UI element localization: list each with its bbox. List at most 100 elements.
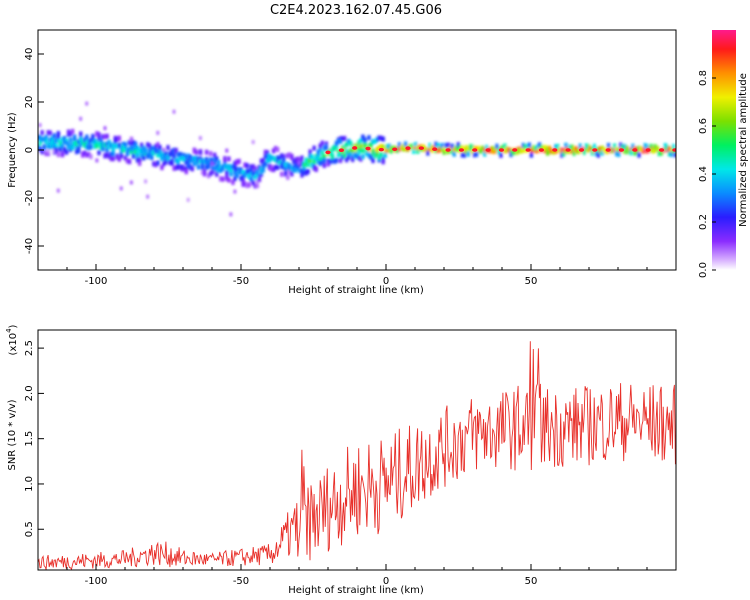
spectrogram-cell — [225, 170, 229, 176]
spectrogram-cell — [131, 153, 136, 159]
spectrogram-cell — [156, 142, 160, 148]
spectrogram-cell — [99, 141, 103, 147]
spectrogram-cell — [357, 140, 361, 146]
spectrogram-cell — [436, 142, 440, 148]
spectrogram-cell — [42, 145, 46, 151]
spectrogram-cell — [204, 157, 209, 163]
spectrogram-cell — [292, 165, 296, 171]
spectrogram-peak — [418, 146, 424, 150]
spectrogram-cell — [135, 153, 140, 159]
spectrogram-cell — [237, 169, 241, 175]
spectrogram-cell — [79, 116, 83, 121]
spectrogram-cell — [198, 136, 202, 141]
spectrogram-cell — [243, 170, 247, 176]
spectrogram-y-tick-label: -40 — [24, 238, 35, 254]
spectrogram-cell — [560, 152, 564, 158]
spectrogram-cell — [460, 145, 465, 151]
spectrogram-cell — [60, 137, 65, 143]
spectrogram-cell — [499, 152, 503, 158]
spectrogram-cell — [377, 145, 381, 151]
spectrogram-cell — [105, 152, 109, 158]
spectrogram-cell — [273, 146, 278, 152]
spectrogram-cell — [458, 144, 463, 150]
spectrogram-cell — [275, 147, 280, 153]
spectrogram-cell — [143, 147, 148, 153]
spectrogram-cell — [355, 143, 359, 149]
spectrogram-cell — [261, 158, 266, 164]
spectrogram-cell — [223, 161, 227, 167]
spectrogram-cell — [426, 150, 430, 156]
spectrogram-cell — [85, 101, 89, 106]
spectrogram-cell — [72, 137, 77, 143]
spectrogram-cell — [377, 135, 381, 141]
spectrogram-cell — [292, 159, 296, 165]
spectrogram-cell — [168, 151, 172, 157]
spectrogram-cell — [527, 142, 532, 148]
spectrogram-cell — [342, 135, 347, 141]
spectrogram-cell — [117, 135, 121, 141]
spectrogram-cell — [50, 135, 55, 141]
spectrogram-cell — [401, 146, 406, 152]
spectrogram-cell — [269, 165, 274, 171]
spectrogram-cell — [452, 147, 456, 153]
spectrogram-cell — [178, 164, 182, 170]
spectrogram-cell — [217, 159, 221, 165]
spectrogram-cell — [109, 142, 113, 148]
spectrogram-cell — [186, 163, 191, 169]
spectrogram-x-ticks: -100 -50 0 50 — [37, 264, 648, 287]
spectrogram-cell — [596, 146, 601, 152]
spectrogram-cell — [235, 173, 239, 179]
snr-series-line — [38, 341, 676, 570]
spectrogram-cell — [290, 153, 294, 159]
spectrogram-cell — [221, 164, 225, 170]
spectrogram-cell — [176, 152, 180, 158]
spectrogram-cell — [184, 169, 188, 175]
spectrogram-cell — [227, 165, 231, 171]
spectrogram-cell — [411, 146, 416, 152]
spectrogram-y-tick-label: 40 — [24, 48, 35, 61]
spectrogram-cell — [241, 181, 245, 187]
spectrogram-cell — [357, 149, 361, 155]
spectrogram-cell — [312, 165, 316, 171]
spectrogram-cell — [330, 146, 335, 152]
spectrogram-peak — [592, 148, 598, 152]
spectrogram-cell — [284, 162, 288, 168]
spectrogram-cell — [280, 163, 284, 169]
spectrogram-cell — [233, 160, 237, 166]
spectrogram-cell — [83, 142, 87, 148]
spectrogram-cell — [629, 150, 633, 156]
spectrogram-cell — [330, 157, 335, 163]
spectrogram-cell — [466, 151, 471, 157]
spectrogram-peak — [565, 148, 571, 152]
spectrogram-cell — [556, 143, 560, 149]
spectrogram-cell — [300, 168, 304, 174]
spectrogram-cell — [111, 147, 115, 153]
spectrogram-cell — [324, 145, 329, 151]
spectrogram-cell — [119, 186, 123, 191]
spectrogram-cell — [117, 142, 121, 148]
spectrogram-cell — [99, 144, 103, 150]
spectrogram-cell — [282, 157, 286, 163]
snr-y-ticks: 0.5 1.0 1.5 2.0 2.5 — [24, 340, 44, 537]
spectrogram-cell — [308, 153, 312, 159]
spectrogram-cell — [196, 158, 201, 164]
spectrogram-cell — [440, 146, 444, 152]
spectrogram-cell — [146, 153, 150, 159]
spectrogram-cell — [113, 138, 117, 144]
spectrogram-cell — [300, 161, 304, 167]
spectrogram-cell — [162, 147, 166, 152]
colorbar-gradient — [712, 30, 736, 270]
spectrogram-cell — [265, 157, 270, 163]
spectrogram-cell — [349, 151, 353, 157]
spectrogram-cell — [178, 155, 182, 161]
spectrogram-cell — [97, 132, 101, 138]
spectrogram-cell — [379, 135, 383, 141]
spectrogram-cell — [523, 147, 527, 153]
spectrogram-cell — [221, 176, 225, 182]
spectrogram-cell — [133, 146, 138, 152]
spectrogram-cell — [267, 153, 272, 159]
spectrogram-cell — [584, 143, 588, 149]
spectrogram-cell — [141, 145, 146, 151]
spectrogram-cell — [558, 147, 562, 153]
spectrogram-cell — [198, 150, 203, 156]
